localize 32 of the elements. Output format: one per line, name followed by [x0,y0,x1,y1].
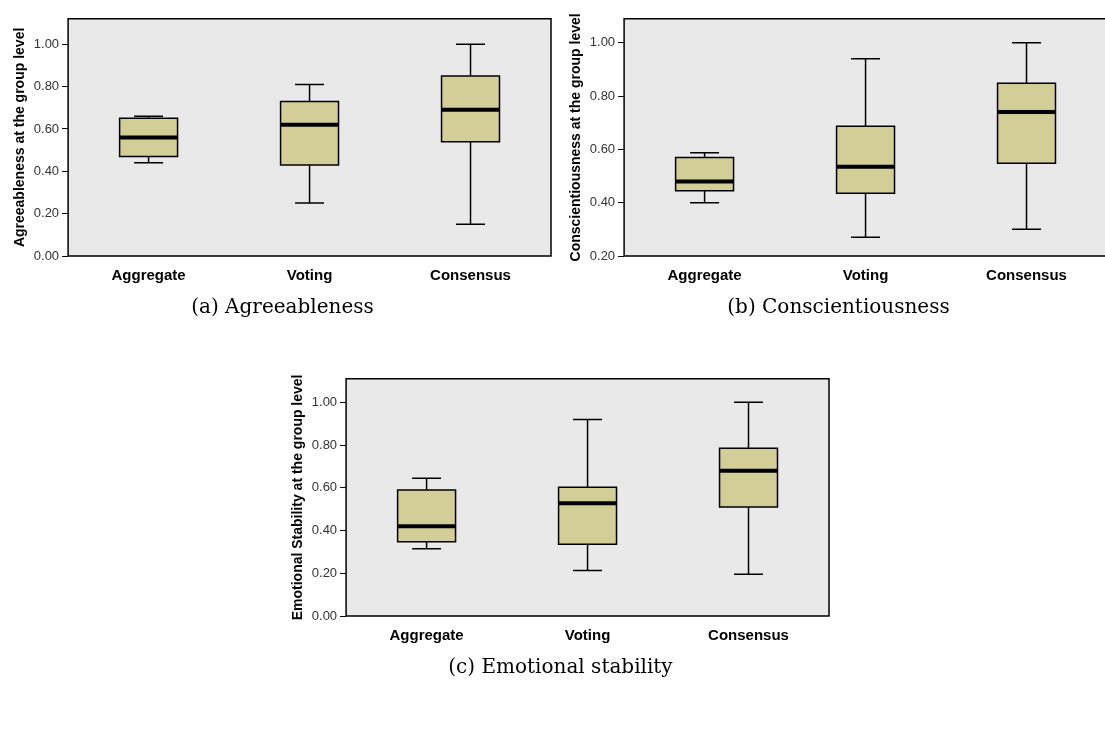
x-tick-label: Consensus [430,266,511,284]
x-tick-label: Consensus [708,626,789,644]
y-tick-label: 0.20 [589,247,616,263]
y-axis-title: Conscientiousness at the group level [567,13,584,262]
x-tick-label: Consensus [986,266,1067,284]
y-tick-label: 0.00 [311,607,338,623]
y-tick-label: 0.80 [311,436,338,452]
y-tick-label: 0.60 [589,140,616,156]
y-tick-label: 1.00 [311,393,338,409]
x-tick-label: Voting [286,266,333,284]
x-tick-label: Aggregate [111,266,186,284]
y-tick-label: 1.00 [33,35,60,51]
y-tick-label: 0.80 [589,87,616,103]
y-tick-label: 0.40 [33,162,60,178]
y-axis-title: Agreeableness at the group level [11,27,28,248]
x-tick-label: Aggregate [667,266,742,284]
text: (b) Conscientiousness [726,294,951,318]
y-tick-label: 1.00 [589,34,616,50]
y-tick-label: 0.80 [33,78,60,94]
text: (c) Emotional stability [447,654,674,678]
x-tick-label: Voting [564,626,611,644]
y-tick-label: 0.20 [311,564,338,580]
y-tick-label: 0.40 [311,522,338,538]
y-tick-label: 0.60 [33,120,60,136]
x-tick-label: Aggregate [389,626,464,644]
y-tick-label: 0.00 [33,247,60,263]
y-tick-label: 0.60 [311,479,338,495]
x-tick-label: Voting [842,266,889,284]
y-axis-title: Emotional Stability at the group level [289,374,306,621]
text: (a) Agreeableness [190,294,375,318]
y-tick-label: 0.20 [33,205,60,221]
y-tick-label: 0.40 [589,194,616,210]
